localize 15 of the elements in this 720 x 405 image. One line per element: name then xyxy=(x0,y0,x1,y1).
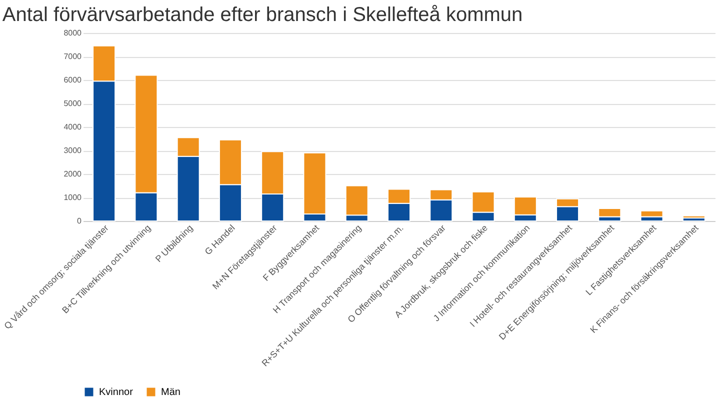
y-tick-label: 1000 xyxy=(64,193,82,202)
y-tick-label: 6000 xyxy=(64,76,82,84)
y-tick-label: 4000 xyxy=(64,122,82,132)
y-tick-label: 2000 xyxy=(64,170,82,178)
y-tick-label: 5000 xyxy=(64,99,82,108)
bar xyxy=(640,210,664,218)
y-tick-label: 7000 xyxy=(64,52,82,61)
bar xyxy=(682,215,706,218)
legend-label: Män xyxy=(161,387,180,398)
legend-label: Kvinnor xyxy=(99,387,134,398)
y-tick-label: 8000 xyxy=(64,28,82,38)
bar xyxy=(598,208,622,218)
y-tick-label: 3000 xyxy=(64,146,82,155)
y-tick-label: 0 xyxy=(77,216,82,226)
chart-title: Antal förvärvsarbetande efter bransch i Skellefteå kommun xyxy=(2,4,523,26)
